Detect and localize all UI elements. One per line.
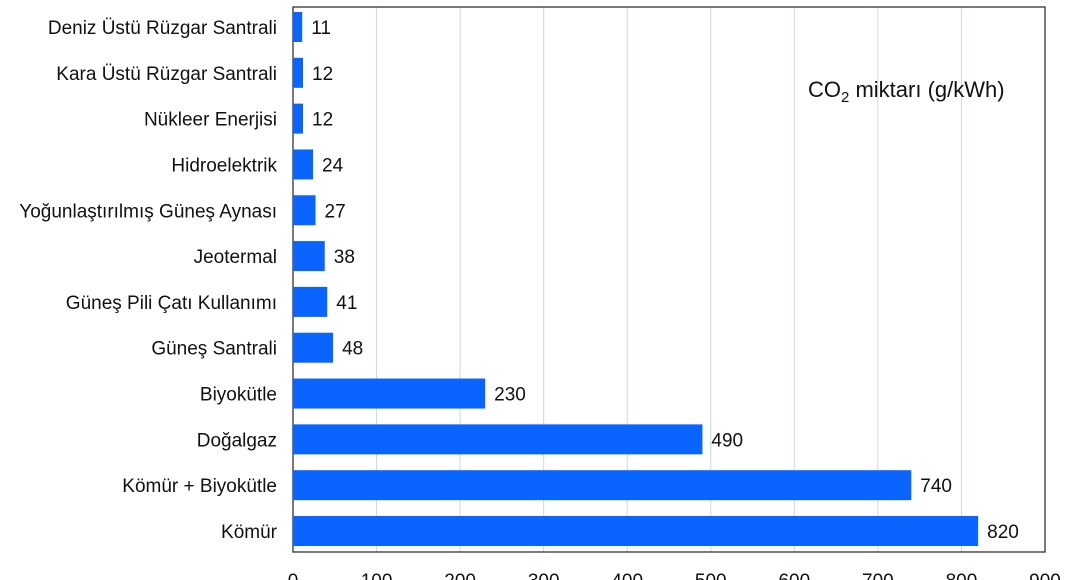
x-tick-label: 400	[611, 571, 643, 580]
category-label: Jeotermal	[194, 247, 277, 268]
data-label: 230	[494, 385, 526, 406]
x-tick-label: 800	[946, 571, 978, 580]
category-label: Güneş Santrali	[151, 339, 277, 360]
bar	[293, 332, 334, 363]
bar	[293, 195, 316, 226]
bar	[293, 424, 703, 455]
data-label: 38	[334, 247, 355, 268]
bar	[293, 378, 486, 409]
x-tick-label: 900	[1029, 571, 1061, 580]
data-label: 48	[342, 339, 363, 360]
x-tick-label: 300	[528, 571, 560, 580]
category-label: Yoğunlaştırılmış Güneş Aynası	[19, 201, 277, 222]
bar	[293, 57, 304, 88]
bar	[293, 516, 979, 546]
bar	[293, 103, 304, 134]
data-label: 11	[311, 18, 331, 39]
data-label: 820	[987, 522, 1019, 543]
bar	[293, 241, 325, 272]
x-tick-label: 0	[288, 571, 299, 580]
x-tick-label: 700	[862, 571, 894, 580]
data-label: 490	[711, 430, 743, 451]
data-label: 27	[325, 201, 346, 222]
data-label: 12	[312, 64, 333, 85]
category-label: Biyokütle	[200, 385, 277, 406]
x-tick-label: 200	[444, 571, 476, 580]
x-tick-label: 500	[695, 571, 727, 580]
bar	[293, 470, 912, 501]
bar	[293, 149, 314, 180]
category-label: Kömür	[221, 522, 278, 543]
category-label: Kömür + Biyokütle	[122, 476, 277, 497]
bar	[293, 12, 303, 42]
category-label: Doğalgaz	[197, 430, 277, 451]
x-tick-label: 600	[778, 571, 810, 580]
data-label: 740	[920, 476, 952, 497]
bar	[293, 286, 328, 317]
category-label: Kara Üstü Rüzgar Santrali	[56, 64, 277, 85]
category-label: Hidroelektrik	[171, 155, 277, 176]
category-label: Deniz Üstü Rüzgar Santrali	[48, 18, 277, 39]
data-label: 12	[312, 110, 333, 131]
x-tick-label: 100	[361, 571, 393, 580]
data-label: 41	[336, 293, 357, 314]
data-label: 24	[322, 155, 344, 176]
category-label: Güneş Pili Çatı Kullanımı	[66, 293, 277, 314]
category-label: Nükleer Enerjisi	[144, 110, 277, 131]
plot-frame	[292, 6, 1046, 553]
chart-title: CO2 miktarı (g/kWh)	[808, 77, 1005, 106]
